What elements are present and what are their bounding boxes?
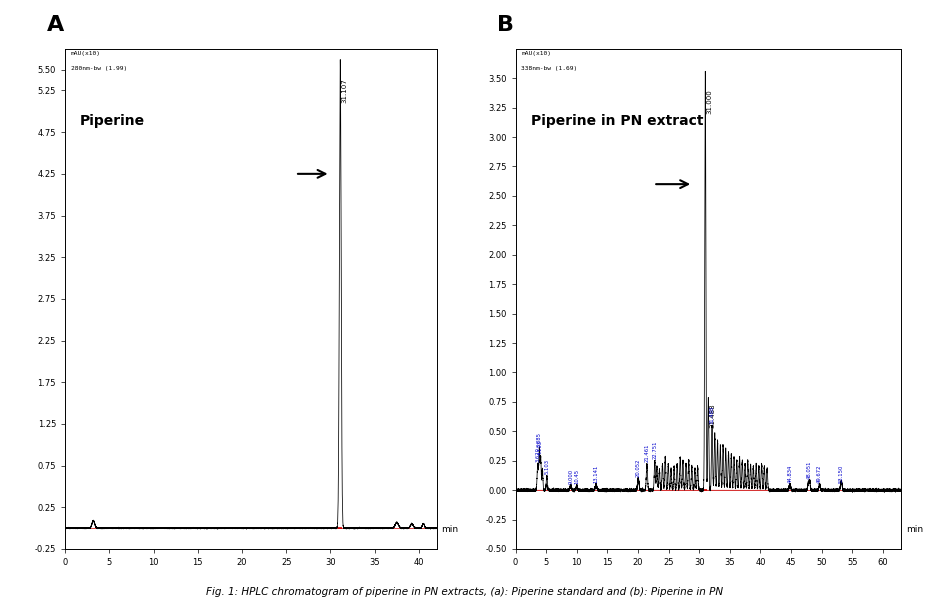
Text: 4.103: 4.103 — [537, 440, 543, 456]
Text: 31.000: 31.000 — [705, 89, 712, 114]
Text: 31.488: 31.488 — [708, 403, 715, 428]
Text: 338nm-bw (1.69): 338nm-bw (1.69) — [521, 66, 577, 71]
Text: 49.672: 49.672 — [817, 464, 821, 483]
Text: mAU(x10): mAU(x10) — [521, 51, 551, 56]
Text: 280nm-bw (1.99): 280nm-bw (1.99) — [71, 66, 127, 71]
Text: 48.051: 48.051 — [806, 461, 811, 479]
Text: 31.488: 31.488 — [709, 405, 714, 424]
Text: 22.751: 22.751 — [651, 440, 657, 459]
Text: 44.834: 44.834 — [787, 464, 792, 483]
Text: min: min — [905, 525, 922, 534]
Text: 53.150: 53.150 — [837, 464, 843, 483]
Text: 5.103: 5.103 — [544, 459, 548, 474]
Text: 9.000: 9.000 — [568, 468, 573, 484]
Text: mAU(x10): mAU(x10) — [71, 51, 100, 56]
Text: 10.45: 10.45 — [574, 468, 579, 484]
Text: A: A — [46, 15, 64, 35]
Text: Piperine: Piperine — [80, 114, 145, 128]
Text: 31.107: 31.107 — [342, 78, 347, 103]
Text: 3.885: 3.885 — [536, 432, 541, 447]
Text: 20.052: 20.052 — [635, 458, 640, 476]
Text: Piperine in PN extract: Piperine in PN extract — [531, 114, 702, 128]
Text: 13.141: 13.141 — [593, 464, 598, 483]
Text: 21.461: 21.461 — [644, 444, 649, 462]
Text: B: B — [496, 15, 513, 35]
Text: Fig. 1: HPLC chromatogram of piperine in PN extracts, (a): Piperine standard and: Fig. 1: HPLC chromatogram of piperine in… — [206, 587, 722, 597]
Text: min: min — [441, 525, 458, 534]
Text: 3.620: 3.620 — [535, 448, 540, 462]
